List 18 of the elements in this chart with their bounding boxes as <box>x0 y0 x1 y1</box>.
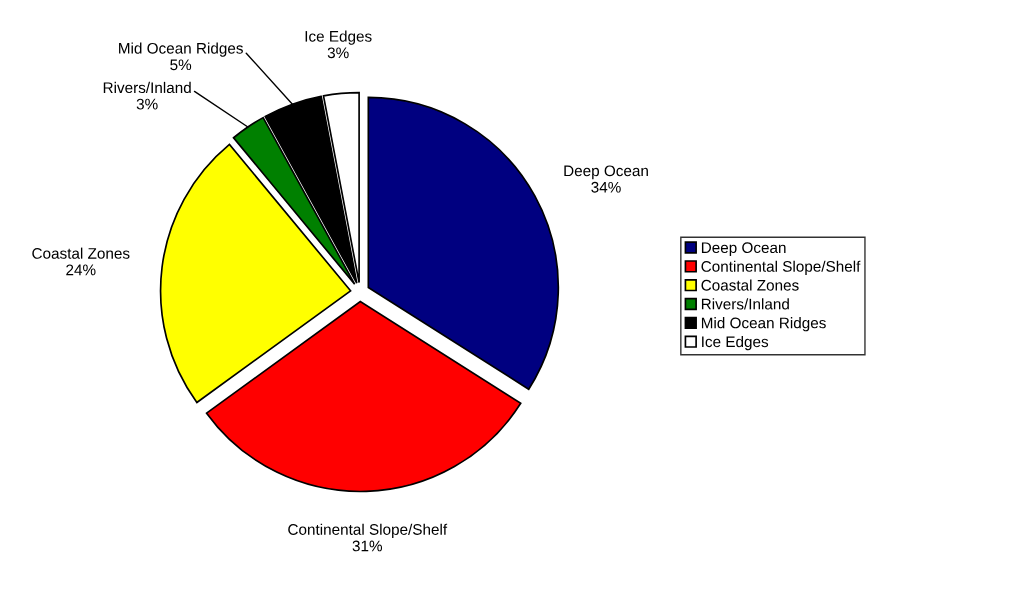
slice-label: Mid Ocean Ridges <box>119 42 243 57</box>
legend-label: Mid Ocean Ridges <box>701 317 826 332</box>
data-label: 31% <box>352 540 383 552</box>
slice-label: Deep Ocean <box>564 165 648 180</box>
slice-label: Continental Slope/Shelf <box>288 523 448 538</box>
slice-label: Ice Edges <box>305 30 372 45</box>
legend-label: Rivers/Inland <box>701 298 789 310</box>
legend-label: Continental Slope/Shelf <box>701 260 861 275</box>
data-label: 3% <box>327 47 349 59</box>
data-label: 24% <box>66 264 96 276</box>
slice-label: Rivers/Inland <box>103 81 191 94</box>
data-label: 3% <box>136 98 158 110</box>
data-label: 34% <box>591 181 621 193</box>
legend-label: Deep Ocean <box>701 242 786 257</box>
legend-label: Ice Edges <box>702 335 769 351</box>
slice-label: Coastal Zones <box>32 247 130 259</box>
data-label: 5% <box>170 59 192 71</box>
legend-label: Coastal Zones <box>701 279 799 291</box>
